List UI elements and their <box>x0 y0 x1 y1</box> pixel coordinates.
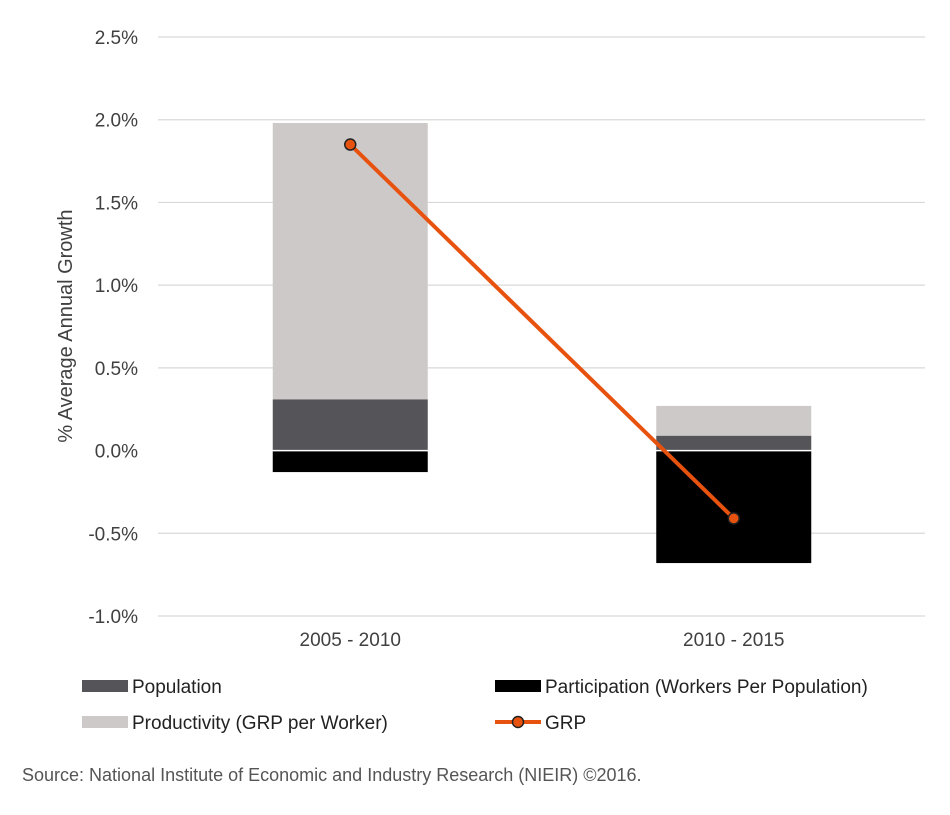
legend-marker-grp <box>511 715 525 729</box>
y-tick-label: 1.5% <box>95 193 138 214</box>
bars <box>158 123 925 564</box>
legend-label-productivity: Productivity (GRP per Worker) <box>132 713 388 734</box>
legend-label-grp: GRP <box>545 713 586 734</box>
y-tick-label: 0.0% <box>95 442 138 463</box>
x-axis-ticks: 2005 - 2010 2010 - 2015 <box>300 630 785 651</box>
x-tick-label: 2010 - 2015 <box>683 630 784 651</box>
legend-swatch-participation <box>495 680 541 692</box>
y-axis-ticks: 2.5% 2.0% 1.5% 1.0% 0.5% 0.0% -0.5% -1.0% <box>88 28 138 628</box>
bar-population <box>272 399 428 451</box>
legend-label-participation: Participation (Workers Per Population) <box>545 677 868 698</box>
x-tick-label: 2005 - 2010 <box>300 630 401 651</box>
legend-swatch-productivity <box>82 716 128 728</box>
legend-label-population: Population <box>132 677 222 698</box>
legend-swatch-population <box>82 680 128 692</box>
legend: Population Participation (Workers Per Pop… <box>82 677 868 734</box>
source-note: Source: National Institute of Economic a… <box>22 765 642 785</box>
bar-participation <box>272 450 428 473</box>
y-tick-label: 1.0% <box>95 276 138 297</box>
bar-population <box>656 435 812 451</box>
bar-productivity <box>656 405 812 436</box>
y-axis-title: % Average Annual Growth <box>55 209 77 442</box>
chart: 2.5% 2.0% 1.5% 1.0% 0.5% 0.0% -0.5% -1.0% 2005 … <box>55 28 925 734</box>
y-tick-label: 0.5% <box>95 359 138 380</box>
bar-productivity <box>272 123 428 400</box>
y-tick-label: 2.5% <box>95 28 138 49</box>
y-tick-label: 2.0% <box>95 111 138 132</box>
grp-point <box>344 138 357 151</box>
y-tick-label: -1.0% <box>88 607 138 628</box>
grp-point <box>727 512 740 525</box>
y-tick-label: -0.5% <box>88 524 138 545</box>
grp-line <box>344 138 740 525</box>
grp-line-path <box>348 142 736 521</box>
